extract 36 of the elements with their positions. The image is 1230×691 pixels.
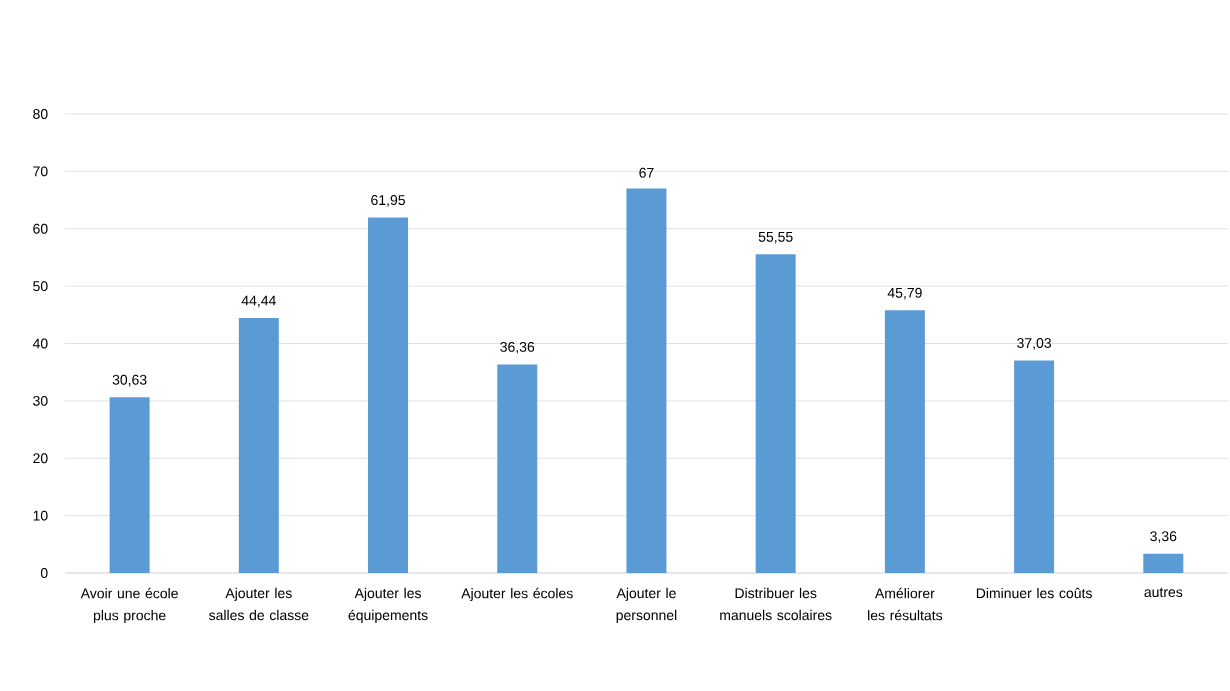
x-tick-label: Ajouter les écoles <box>461 587 573 602</box>
data-label: 36,36 <box>500 341 535 354</box>
y-tick-label: 60 <box>33 223 48 234</box>
data-label: 45,79 <box>887 287 922 300</box>
y-tick-label: 30 <box>33 395 48 406</box>
data-label: 3,36 <box>1150 531 1177 543</box>
x-tick-label: Avoir une école plus proche <box>80 587 178 624</box>
x-tick-label: Ajouter les équipements <box>348 587 428 623</box>
y-tick-label: 50 <box>33 281 48 292</box>
x-tick-label: Diminuer les coûts <box>976 587 1092 599</box>
bar <box>884 310 925 573</box>
bar <box>1014 360 1055 573</box>
x-tick-label: Ajouter les salles de classe <box>209 587 309 621</box>
y-tick-label: 0 <box>40 568 48 578</box>
y-tick-label: 20 <box>33 453 48 464</box>
bar <box>626 188 667 573</box>
y-tick-label: 70 <box>33 166 48 177</box>
y-tick-label: 80 <box>33 109 48 119</box>
data-label: 61,95 <box>371 195 405 207</box>
bar <box>497 364 538 573</box>
x-tick-label: Distribuer les manuels scolaires <box>720 587 832 621</box>
y-tick-label: 10 <box>33 510 48 521</box>
x-tick-label: Améliorer les résultats <box>868 587 943 621</box>
data-label: 55,55 <box>758 231 793 244</box>
data-label: 30,63 <box>112 374 147 387</box>
y-tick-label: 40 <box>32 338 48 349</box>
bar <box>755 254 796 573</box>
bar <box>238 318 279 573</box>
x-tick-label: Ajouter le personnel <box>616 587 677 623</box>
data-label: 37,03 <box>1017 338 1051 350</box>
bar <box>368 217 409 573</box>
bar <box>1143 553 1184 573</box>
data-label: 44,44 <box>241 295 276 308</box>
bar <box>109 397 150 573</box>
x-tick-label: autres <box>1144 587 1183 598</box>
data-label: 67 <box>639 167 654 178</box>
